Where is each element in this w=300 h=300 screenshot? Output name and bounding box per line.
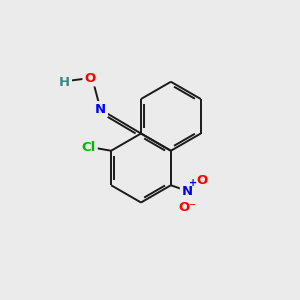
Text: N: N bbox=[182, 185, 193, 198]
Text: Cl: Cl bbox=[82, 141, 96, 154]
Text: O⁻: O⁻ bbox=[178, 201, 196, 214]
Text: O: O bbox=[197, 174, 208, 187]
Text: H: H bbox=[59, 76, 70, 89]
Text: +: + bbox=[189, 178, 197, 188]
Text: O: O bbox=[84, 71, 96, 85]
Text: N: N bbox=[95, 103, 106, 116]
